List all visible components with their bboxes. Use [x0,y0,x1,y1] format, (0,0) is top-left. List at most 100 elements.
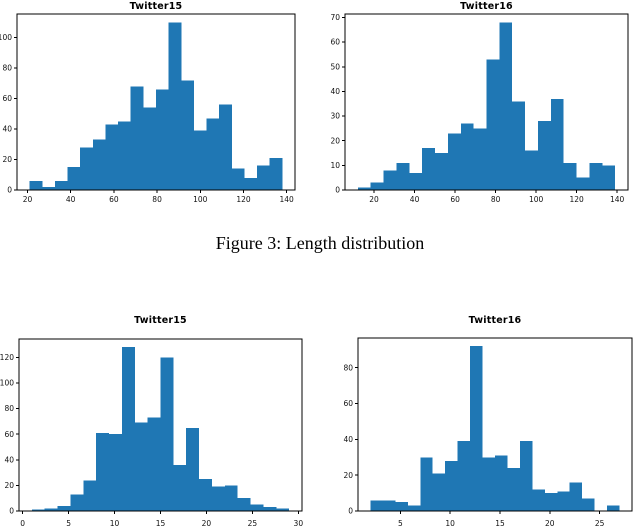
histogram-bar [589,162,603,190]
y-tick-label: 60 [4,430,14,439]
x-tick-label: 100 [529,195,544,204]
x-tick-label: 5 [398,519,403,526]
plot-border [357,337,633,512]
plot-title: Twitter15 [129,1,183,12]
y-tick-label: 70 [330,13,340,22]
histogram-bar [432,473,446,511]
histogram-bar [557,491,570,511]
histogram-bar [199,479,212,511]
histogram-bar [105,124,119,190]
histogram-bar [42,186,55,190]
x-tick-label: 120 [569,195,584,204]
histogram-bar [445,460,458,511]
histogram-bar [67,167,81,190]
y-tick-label: 80 [343,363,353,372]
histogram-figure-length-twitter15: Twitter15 20 40 60 80 100 120 140 0 20 40 60 80 100 [0,0,312,205]
x-tick-label: 60 [109,195,119,204]
histogram-figure-length-twitter16: Twitter16 20 40 60 80 100 120 140 0 10 20 30 40 50 60… [320,0,640,205]
histogram-bar [383,170,397,190]
figure-caption: Figure 3: Length distribution [215,233,425,253]
histogram-bar [211,486,225,511]
x-tick-label: 100 [193,195,208,204]
y-tick-label: 60 [2,94,12,103]
y-tick-label: 40 [343,435,353,444]
histogram-canvas: 0 5 10 15 20 25 30 0 20 40 60 80 100 120 [0,338,303,526]
x-tick-label: 20 [545,519,555,526]
histogram-bar [576,177,590,190]
x-tick-label: 140 [610,195,625,204]
histogram-bar [193,130,207,190]
x-tick-label: 20 [202,519,212,526]
histogram-bar [156,89,169,190]
histogram-bar [29,180,43,190]
x-tick-label: 20 [23,195,33,204]
plot-title: Twitter16 [468,315,522,326]
y-tick-label: 100 [0,379,14,388]
histogram-bar [219,104,232,190]
histogram-bar [80,147,93,190]
histogram-bar [357,187,371,190]
histogram-canvas: 5 10 15 20 25 0 20 40 60 80 [343,337,633,526]
histogram-bar [181,80,194,190]
histogram-bar [537,120,551,190]
histogram-bar [499,22,513,190]
histogram-bar [569,482,583,511]
y-tick-label: 40 [330,87,340,96]
y-tick-label: 40 [4,455,14,464]
x-tick-label: 15 [495,519,505,526]
y-tick-label: 20 [330,136,340,145]
y-tick-label: 0 [9,507,14,516]
y-tick-label: 60 [343,399,353,408]
y-tick-label: 20 [2,155,12,164]
x-tick-label: 120 [236,195,251,204]
histogram-bar [186,427,200,511]
y-tick-label: 80 [4,404,14,413]
x-tick-label: 25 [595,519,605,526]
histogram-bar [495,455,508,511]
histogram-bar [525,150,538,190]
histogram-bar [470,346,483,511]
histogram-bar [121,347,135,511]
y-tick-label: 40 [2,125,12,134]
histogram-bar [224,485,238,511]
histogram-bar [257,165,270,190]
x-tick-label: 15 [156,519,166,526]
histogram-bar [57,505,71,511]
histogram-bar [160,357,174,511]
x-tick-label: 40 [66,195,76,204]
histogram-bar [231,168,245,190]
histogram-bar [250,504,264,511]
y-tick-label: 120 [0,353,14,362]
histogram-bar [263,507,277,511]
histogram-bar [31,509,45,511]
histogram-bar [550,98,564,190]
histogram-bar [382,500,396,511]
x-tick-label: 80 [152,195,162,204]
histogram-bar [457,441,471,511]
histogram-bar [473,128,487,190]
histogram-bar [109,434,122,511]
plot-title: Twitter16 [460,1,513,12]
histogram-canvas: 20 40 60 80 100 120 140 0 10 20 30 40 50 60 70 [330,13,629,204]
x-tick-label: 40 [410,195,420,204]
histogram-bar [92,139,106,190]
histogram-bar [582,498,595,511]
histogram-bar [482,457,495,511]
x-tick-label: 0 [20,519,25,526]
x-tick-label: 80 [491,195,501,204]
histogram-bar [54,180,68,190]
histogram-bar [422,148,436,190]
histogram-bar [447,133,461,190]
histogram-bar [395,502,408,511]
histogram-bar [409,172,423,190]
histogram-bar [486,59,500,190]
histogram-bar [83,480,97,511]
histogram-bar [370,500,383,511]
histogram-bar [512,101,526,190]
y-tick-label: 0 [348,507,353,516]
y-tick-label: 80 [2,64,12,73]
histogram-bar [173,464,187,511]
histogram-bar [70,494,84,511]
y-tick-label: 10 [330,161,340,170]
